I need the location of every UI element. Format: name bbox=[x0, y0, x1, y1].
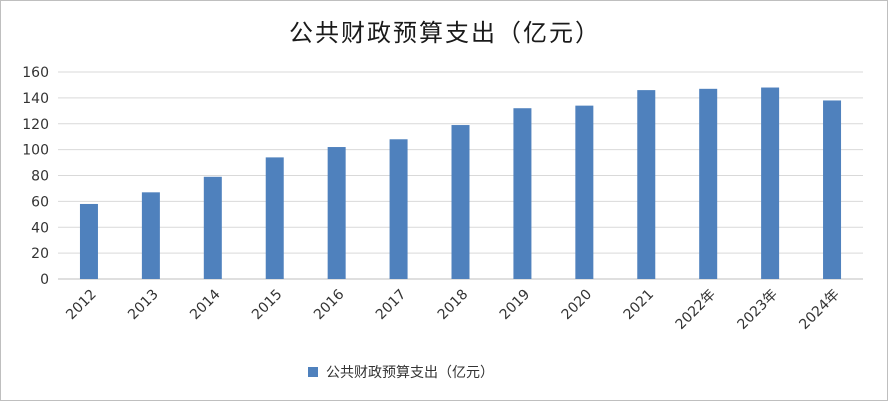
legend-swatch bbox=[308, 367, 318, 377]
legend-label: 公共财政预算支出（亿元） bbox=[326, 365, 494, 381]
bar bbox=[265, 157, 284, 279]
bars bbox=[79, 87, 842, 280]
x-tick-label: 2016 bbox=[311, 286, 348, 323]
y-tick-label: 160 bbox=[22, 65, 49, 81]
bar bbox=[637, 90, 656, 279]
bar bbox=[451, 125, 470, 279]
bar bbox=[203, 176, 222, 279]
x-tick-label: 2015 bbox=[249, 287, 286, 324]
y-axis-ticks: 0 20 40 60 80 100 120 140 160 bbox=[22, 65, 49, 288]
y-tick-label: 100 bbox=[22, 143, 49, 159]
x-tick-label: 2023年 bbox=[735, 287, 781, 333]
y-tick-label: 0 bbox=[40, 272, 49, 288]
x-tick-label: 2021 bbox=[621, 287, 658, 324]
x-tick-label: 2013 bbox=[125, 287, 162, 324]
bar bbox=[141, 192, 160, 279]
bar bbox=[389, 139, 408, 279]
x-tick-label: 2020 bbox=[559, 287, 596, 324]
y-tick-label: 120 bbox=[22, 117, 49, 133]
y-tick-label: 20 bbox=[31, 246, 49, 262]
y-tick-label: 140 bbox=[22, 91, 49, 107]
y-tick-label: 40 bbox=[31, 220, 49, 236]
x-tick-label: 2022年 bbox=[673, 287, 719, 333]
bar bbox=[513, 108, 532, 279]
x-tick-label: 2024年 bbox=[796, 287, 842, 333]
bar bbox=[575, 105, 594, 279]
x-axis-ticks: 2012 2013 2014 2015 2016 2017 2018 2019 2020 2021… bbox=[63, 286, 843, 332]
legend: 公共财政预算支出（亿元） bbox=[308, 365, 494, 381]
bar bbox=[699, 88, 718, 279]
bar bbox=[761, 87, 780, 280]
y-tick-label: 80 bbox=[31, 169, 49, 185]
bar bbox=[823, 100, 842, 280]
x-tick-label: 2019 bbox=[497, 287, 534, 324]
x-tick-label: 2012 bbox=[63, 287, 100, 324]
bar bbox=[327, 147, 346, 279]
chart-title: 公共财政预算支出（亿元） bbox=[289, 19, 601, 47]
bar bbox=[79, 203, 98, 279]
x-tick-label: 2014 bbox=[187, 286, 224, 323]
y-tick-label: 60 bbox=[31, 194, 49, 210]
x-tick-label: 2017 bbox=[373, 287, 410, 324]
x-tick-label: 2018 bbox=[435, 287, 472, 324]
